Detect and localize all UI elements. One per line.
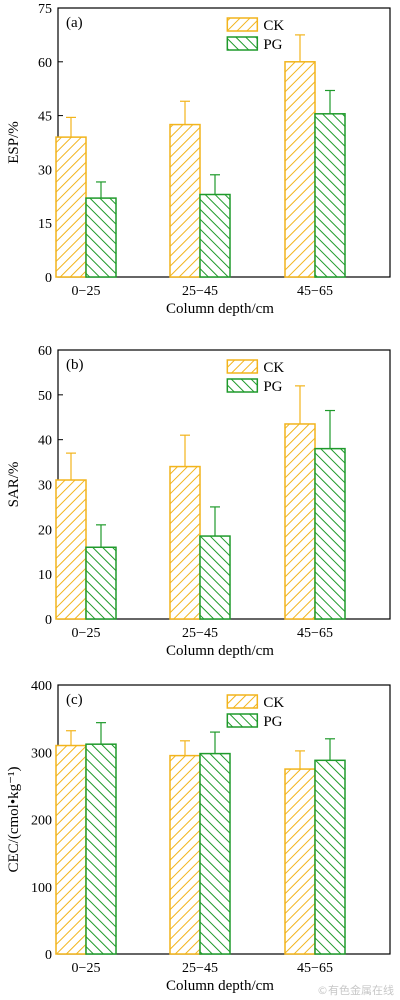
y-tick-label: 75 [38, 2, 52, 17]
y-tick-label: 60 [38, 344, 52, 359]
legend-swatch-pg [226, 378, 259, 393]
y-tick-label: 0 [45, 613, 52, 628]
bar-ck [169, 754, 201, 955]
x-tick-label: 25−45 [182, 626, 218, 641]
x-tick-label: 0−25 [72, 961, 101, 976]
bar-ck [284, 423, 316, 620]
y-tick-label: 30 [38, 163, 52, 178]
bar-ck [55, 744, 87, 955]
bar-ck [169, 465, 201, 620]
bar-pg [85, 197, 117, 278]
x-tick-label: 45−65 [297, 284, 333, 299]
y-tick-label: 30 [38, 479, 52, 494]
bar-ck [284, 768, 316, 955]
bar-pg [85, 546, 117, 620]
legend-label-ck: CK [263, 695, 284, 711]
x-tick-label: 0−25 [72, 626, 101, 641]
legend-swatch-pg [226, 36, 259, 51]
legend-label-pg: PG [263, 714, 282, 730]
y-tick-label: 300 [31, 746, 52, 761]
bar-pg [314, 113, 346, 278]
legend-label-ck: CK [263, 360, 284, 376]
y-axis-title: SAR/% [6, 462, 22, 508]
bar-ck [284, 61, 316, 278]
x-tick-label: 45−65 [297, 626, 333, 641]
chart-panel-1: 0 15 30 45 60 75 0−25 25−45 45−65 (a) CK PG Column d… [6, 2, 391, 317]
y-axis-title: CEC/(cmol•kg⁻¹) [6, 767, 22, 873]
legend-swatch-ck [226, 359, 259, 374]
bar-pg [199, 535, 231, 620]
bar-ck [169, 123, 201, 278]
panel-label: (b) [66, 357, 84, 373]
x-tick-label: 25−45 [182, 284, 218, 299]
y-tick-label: 400 [31, 679, 52, 694]
bar-pg [199, 752, 231, 955]
bar-ck [55, 479, 87, 620]
y-tick-label: 40 [38, 434, 52, 449]
x-axis-title: Column depth/cm [166, 643, 274, 659]
y-tick-label: 100 [31, 881, 52, 896]
legend-swatch-ck [226, 694, 259, 709]
legend-swatch-pg [226, 713, 259, 728]
panel-label: (a) [66, 15, 83, 31]
bar-pg [314, 759, 346, 955]
y-tick-label: 15 [38, 217, 52, 232]
watermark-text: ©有色金属在线 [317, 983, 394, 997]
y-tick-label: 10 [38, 568, 52, 583]
chart-panel-2: 0 10 20 30 40 50 60 0−25 25−45 45−65 (b) CK PG Column… [6, 344, 391, 659]
y-tick-label: 20 [38, 523, 52, 538]
y-axis-title: ESP/% [6, 121, 22, 164]
chart-panel-3: 0 100 200 300 400 0−25 25−45 45−65 (c) CK PG Column… [6, 679, 391, 994]
y-tick-label: 0 [45, 271, 52, 286]
bar-ck [55, 136, 87, 278]
y-tick-label: 50 [38, 389, 52, 404]
y-tick-label: 60 [38, 56, 52, 71]
x-tick-label: 45−65 [297, 961, 333, 976]
legend-label-pg: PG [263, 379, 282, 395]
panel-label: (c) [66, 692, 83, 708]
legend-label-pg: PG [263, 37, 282, 53]
x-tick-label: 0−25 [72, 284, 101, 299]
x-tick-label: 25−45 [182, 961, 218, 976]
bar-pg [85, 743, 117, 955]
legend-swatch-ck [226, 17, 259, 32]
bar-pg [314, 447, 346, 620]
chart-panels: 0 15 30 45 60 75 0−25 25−45 45−65 (a) CK PG Column d… [6, 2, 391, 994]
y-tick-label: 45 [38, 110, 52, 125]
x-axis-title: Column depth/cm [166, 301, 274, 317]
y-tick-label: 0 [45, 948, 52, 963]
x-axis-title: Column depth/cm [166, 978, 274, 994]
bar-pg [199, 193, 231, 278]
legend-label-ck: CK [263, 18, 284, 34]
y-tick-label: 200 [31, 814, 52, 829]
